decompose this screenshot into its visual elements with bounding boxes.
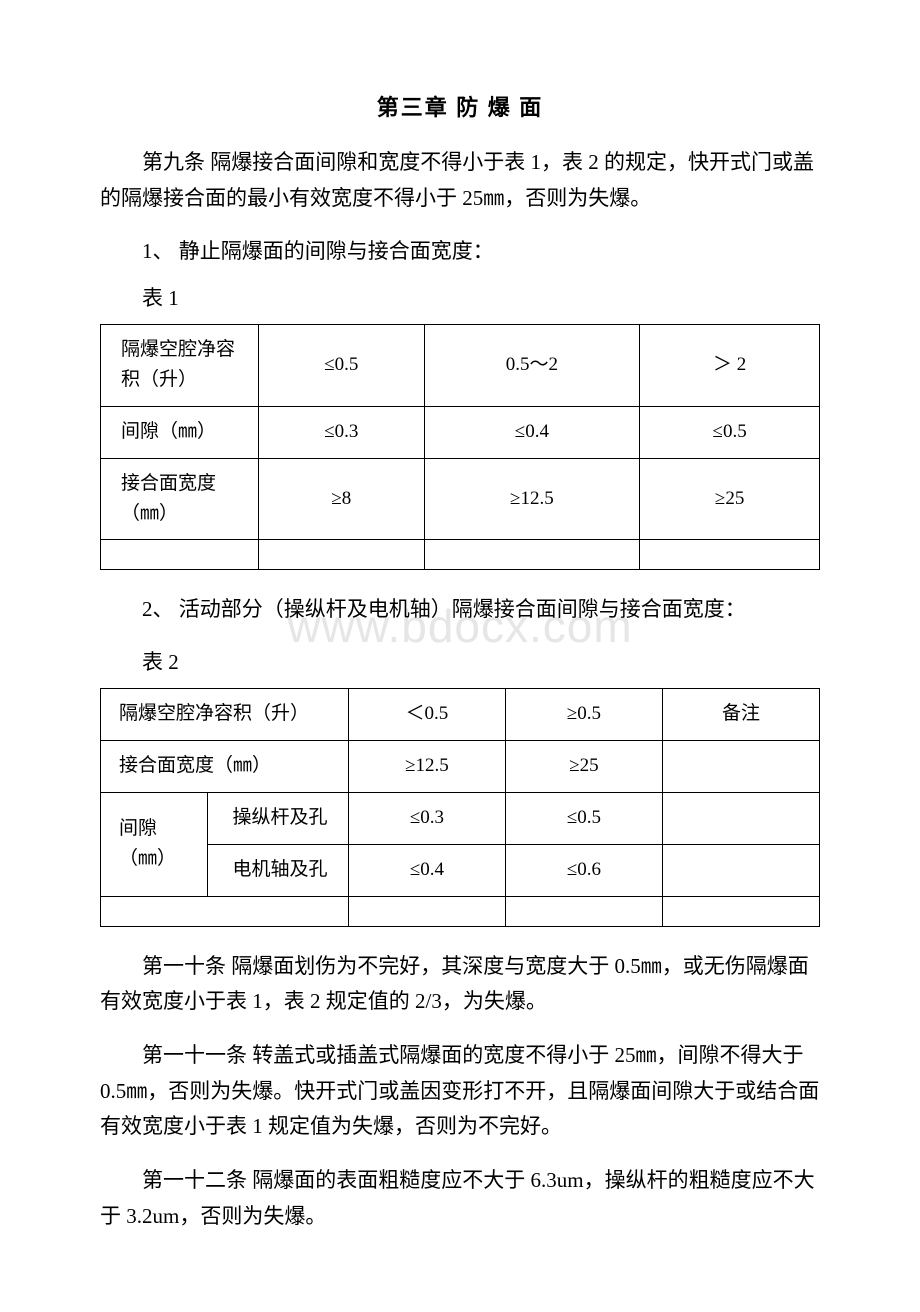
cell: ≤0.4 xyxy=(348,844,505,896)
cell xyxy=(640,540,820,570)
cell: ≥25 xyxy=(505,740,662,792)
table-row: 间隙（㎜） 操纵杆及孔 ≤0.3 ≤0.5 xyxy=(101,792,820,844)
table-2: 隔爆空腔净容积（升） ＜0.5 ≥0.5 备注 接合面宽度（㎜） ≥12.5 ≥… xyxy=(100,688,820,927)
article-12: 第一十二条 隔爆面的表面粗糙度应不大于 6.3um，操纵杆的粗糙度应不大于 3.… xyxy=(100,1163,820,1234)
cell: ≤0.6 xyxy=(505,844,662,896)
cell: 接合面宽度（㎜） xyxy=(101,458,259,540)
cell: ＜0.5 xyxy=(348,688,505,740)
cell xyxy=(348,896,505,926)
table-row-empty xyxy=(101,896,820,926)
cell: 间隙（㎜） xyxy=(101,792,208,896)
table-1: 隔爆空腔净容积（升） ≤0.5 0.5～2 ＞ 2 间隙（㎜） ≤0.3 ≤0.… xyxy=(100,324,820,571)
table-row: 隔爆空腔净容积（升） ＜0.5 ≥0.5 备注 xyxy=(101,688,820,740)
cell: ≤0.3 xyxy=(259,406,424,458)
table-row-empty xyxy=(101,540,820,570)
article-11: 第一十一条 转盖式或插盖式隔爆面的宽度不得小于 25㎜，间隙不得大于 0.5㎜，… xyxy=(100,1038,820,1145)
cell: ≤0.4 xyxy=(424,406,640,458)
cell: 0.5～2 xyxy=(424,324,640,406)
cell: ≥12.5 xyxy=(424,458,640,540)
article-10: 第一十条 隔爆面划伤为不完好，其深度与宽度大于 0.5㎜，或无伤隔爆面有效宽度小… xyxy=(100,949,820,1020)
cell: ≥12.5 xyxy=(348,740,505,792)
article-9: 第九条 隔爆接合面间隙和宽度不得小于表 1，表 2 的规定，快开式门或盖的隔爆接… xyxy=(100,145,820,216)
chapter-title: 第三章 防 爆 面 xyxy=(100,90,820,125)
cell: 电机轴及孔 xyxy=(208,844,348,896)
cell xyxy=(505,896,662,926)
cell xyxy=(662,844,819,896)
cell: 隔爆空腔净容积（升） xyxy=(101,688,349,740)
cell xyxy=(101,896,349,926)
cell: ≥0.5 xyxy=(505,688,662,740)
cell xyxy=(101,540,259,570)
document-content: 第三章 防 爆 面 第九条 隔爆接合面间隙和宽度不得小于表 1，表 2 的规定，… xyxy=(100,90,820,1234)
cell xyxy=(259,540,424,570)
cell: ≤0.5 xyxy=(640,406,820,458)
cell: ＞ 2 xyxy=(640,324,820,406)
table-row: 接合面宽度（㎜） ≥12.5 ≥25 xyxy=(101,740,820,792)
table1-label: 表 1 xyxy=(100,282,820,316)
table-row: 间隙（㎜） ≤0.3 ≤0.4 ≤0.5 xyxy=(101,406,820,458)
cell: 备注 xyxy=(662,688,819,740)
table2-label: 表 2 xyxy=(100,646,820,680)
table-row: 电机轴及孔 ≤0.4 ≤0.6 xyxy=(101,844,820,896)
cell: ≤0.5 xyxy=(259,324,424,406)
list-item-1: 1、 静止隔爆面的间隙与接合面宽度： xyxy=(100,235,820,269)
table-row: 接合面宽度（㎜） ≥8 ≥12.5 ≥25 xyxy=(101,458,820,540)
cell: 间隙（㎜） xyxy=(101,406,259,458)
cell xyxy=(424,540,640,570)
cell xyxy=(662,740,819,792)
cell: ≥8 xyxy=(259,458,424,540)
cell: ≤0.5 xyxy=(505,792,662,844)
cell: ≥25 xyxy=(640,458,820,540)
list-item-2: 2、 活动部分（操纵杆及电机轴）隔爆接合面间隙与接合面宽度： xyxy=(100,592,820,628)
cell: 接合面宽度（㎜） xyxy=(101,740,349,792)
cell xyxy=(662,896,819,926)
cell: ≤0.3 xyxy=(348,792,505,844)
cell: 操纵杆及孔 xyxy=(208,792,348,844)
cell: 隔爆空腔净容积（升） xyxy=(101,324,259,406)
table-row: 隔爆空腔净容积（升） ≤0.5 0.5～2 ＞ 2 xyxy=(101,324,820,406)
cell xyxy=(662,792,819,844)
